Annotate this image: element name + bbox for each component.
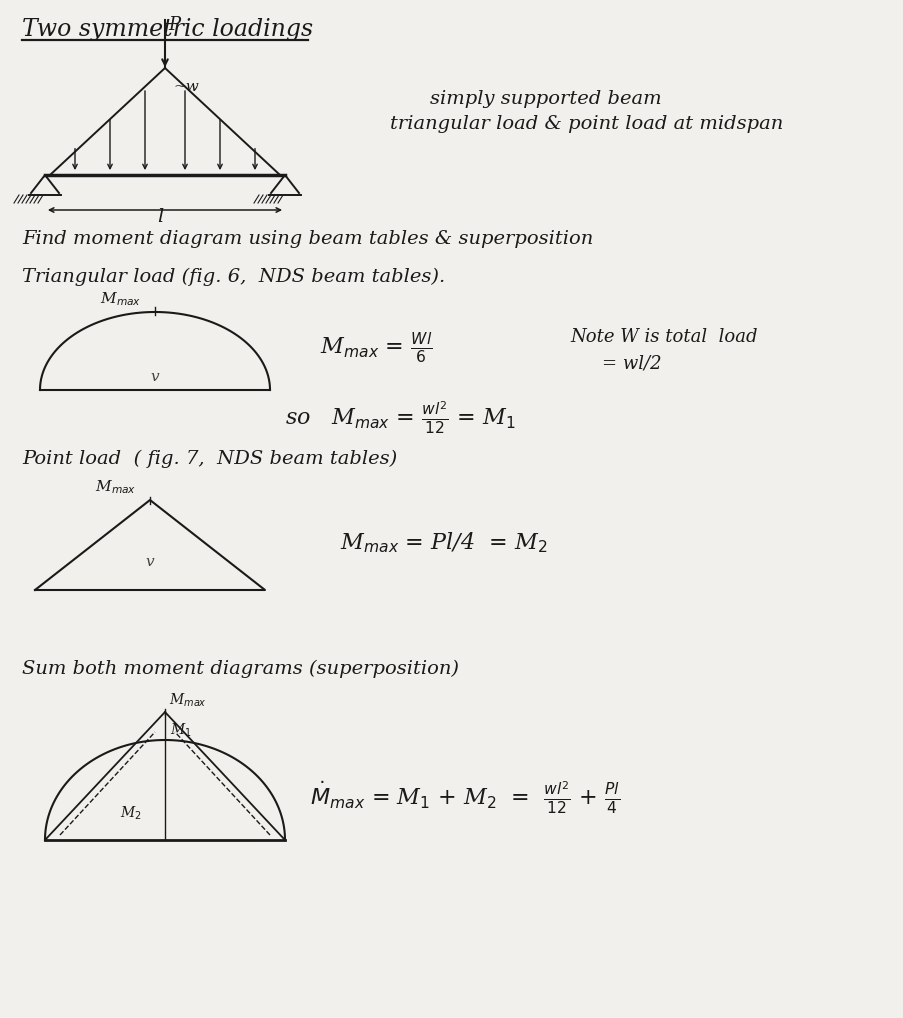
Text: Note W is total  load: Note W is total load bbox=[570, 328, 757, 346]
Text: $\dot{M}$$_{max}$ = M$_1$ + M$_2$  =  $\frac{wl^2}{12}$ + $\frac{Pl}{4}$: $\dot{M}$$_{max}$ = M$_1$ + M$_2$ = $\fr… bbox=[310, 780, 619, 816]
Text: ~w: ~w bbox=[172, 80, 199, 94]
Text: Point load  ( fig. 7,  NDS beam tables): Point load ( fig. 7, NDS beam tables) bbox=[22, 450, 396, 468]
Text: M$_{max}$ = $\frac{Wl}{6}$: M$_{max}$ = $\frac{Wl}{6}$ bbox=[320, 330, 432, 364]
Text: M$_{max}$: M$_{max}$ bbox=[169, 692, 207, 710]
Text: P: P bbox=[168, 16, 180, 34]
Text: M$_2$: M$_2$ bbox=[120, 805, 142, 823]
Text: l: l bbox=[157, 208, 163, 226]
Text: M$_{max}$: M$_{max}$ bbox=[100, 290, 141, 307]
Text: = wl/2: = wl/2 bbox=[601, 355, 661, 373]
Text: Find moment diagram using beam tables & superposition: Find moment diagram using beam tables & … bbox=[22, 230, 592, 248]
Text: M$_{max}$ = Pl/4  = M$_2$: M$_{max}$ = Pl/4 = M$_2$ bbox=[340, 530, 547, 555]
Text: v: v bbox=[150, 370, 158, 384]
Text: Triangular load (fig. 6,  NDS beam tables).: Triangular load (fig. 6, NDS beam tables… bbox=[22, 268, 445, 286]
Text: M$_{max}$: M$_{max}$ bbox=[95, 478, 136, 496]
Text: simply supported beam: simply supported beam bbox=[430, 90, 661, 108]
Text: v: v bbox=[144, 555, 154, 569]
Text: Two symmetric loadings: Two symmetric loadings bbox=[22, 18, 312, 41]
Text: triangular load & point load at midspan: triangular load & point load at midspan bbox=[389, 115, 782, 133]
Text: so   M$_{max}$ = $\frac{wl^2}{12}$ = M$_1$: so M$_{max}$ = $\frac{wl^2}{12}$ = M$_1$ bbox=[284, 400, 516, 436]
Text: M$_1$: M$_1$ bbox=[170, 722, 191, 739]
Text: Sum both moment diagrams (superposition): Sum both moment diagrams (superposition) bbox=[22, 660, 459, 678]
